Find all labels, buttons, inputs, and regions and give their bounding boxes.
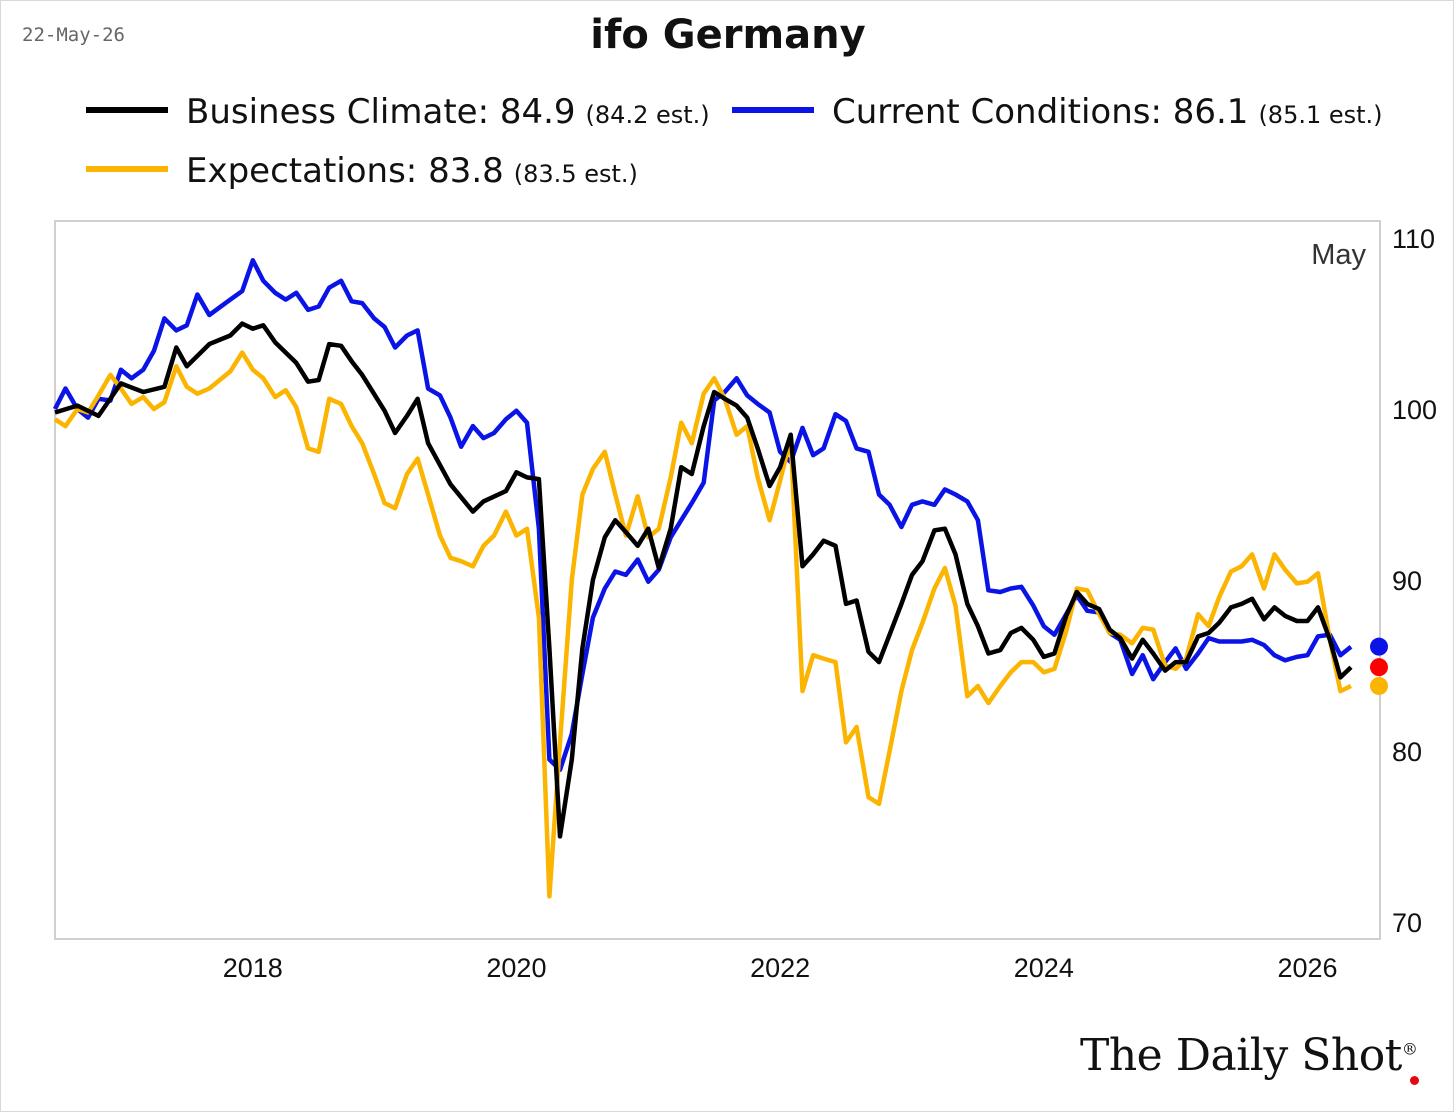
end-marker-expectations	[1369, 676, 1388, 695]
legend-estimate-business-climate: (84.2 est.)	[585, 101, 710, 129]
series-layer	[52, 258, 1353, 899]
legend-current-conditions: Current Conditions: 86.1 (85.1 est.)	[732, 92, 1383, 132]
plot-area	[54, 220, 1381, 940]
series-line-business-climate	[54, 321, 1353, 839]
y-axis: 70 80 90 100 110	[1392, 224, 1437, 938]
legend-label-expectations: Expectations: 83.8	[186, 151, 504, 191]
legend-estimate-current-conditions: (85.1 est.)	[1258, 101, 1383, 129]
end-marker-business-climate	[1369, 658, 1388, 677]
end-marker-current-conditions	[1369, 637, 1388, 656]
legend-label-current-conditions: Current Conditions: 86.1	[832, 92, 1249, 132]
x-tick-label: 2018	[223, 953, 283, 983]
month-annotation: May	[1311, 239, 1366, 271]
logo-dot	[1410, 1076, 1419, 1085]
publication-date: 22-May-26	[22, 24, 125, 46]
chart-title: ifo Germany	[590, 12, 866, 58]
series-line-current-conditions	[52, 258, 1353, 773]
legend-business-climate: Business Climate: 84.9 (84.2 est.)	[86, 92, 710, 132]
legend-estimate-expectations: (83.5 est.)	[513, 160, 638, 188]
logo-registered-mark: ®	[1401, 1039, 1418, 1059]
legend-swatch-current-conditions	[732, 107, 814, 113]
end-markers	[1369, 637, 1388, 695]
x-tick-label: 2022	[750, 953, 810, 983]
y-tick-label: 100	[1392, 395, 1437, 425]
legend-swatch-business-climate	[86, 107, 168, 113]
y-tick-label: 110	[1392, 224, 1435, 254]
x-tick-label: 2024	[1014, 953, 1074, 983]
y-tick-label: 80	[1392, 737, 1422, 767]
brand-logo: The Daily Shot®	[1080, 1030, 1418, 1081]
series-line-expectations	[53, 350, 1352, 899]
legend-swatch-expectations	[86, 166, 168, 172]
x-tick-label: 2020	[486, 953, 546, 983]
logo-text: The Daily Shot	[1080, 1030, 1402, 1081]
x-tick-label: 2026	[1277, 953, 1337, 983]
x-axis: 2018 2020 2022 2024 2026	[223, 953, 1338, 983]
legend-expectations: Expectations: 83.8 (83.5 est.)	[86, 151, 638, 191]
legend-label-business-climate: Business Climate: 84.9	[186, 92, 576, 132]
y-tick-label: 90	[1392, 566, 1422, 596]
y-tick-label: 70	[1392, 908, 1422, 938]
